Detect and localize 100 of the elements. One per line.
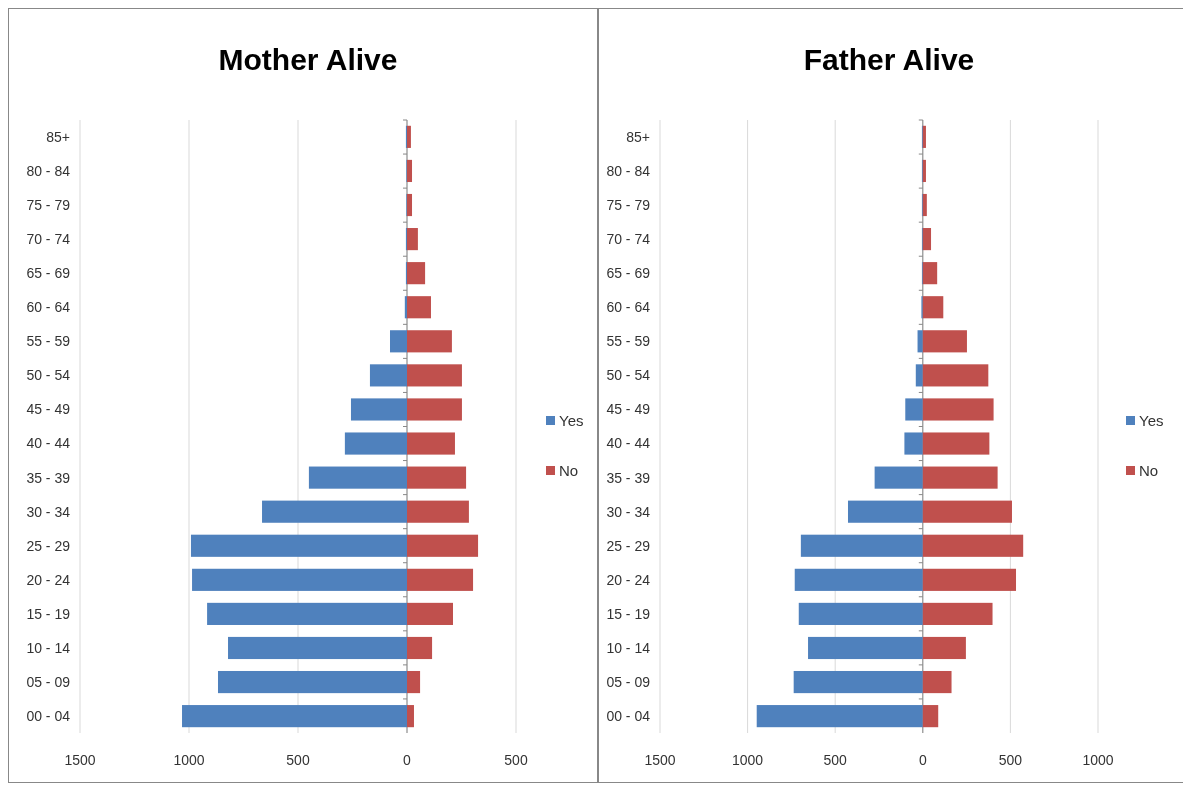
bar [808, 636, 923, 660]
bar [904, 432, 923, 455]
y-tick-label: 85+ [626, 128, 650, 145]
bar [407, 398, 462, 421]
y-tick-label: 20 - 24 [26, 571, 71, 588]
x-tick-label: 500 [504, 752, 528, 768]
bar [922, 670, 952, 694]
chart-title: Father Alive [803, 43, 975, 76]
y-tick-label: 45 - 49 [606, 401, 651, 418]
x-tick-label: 0 [403, 752, 412, 768]
bar [262, 500, 407, 523]
bar [756, 705, 923, 728]
x-tick-label: 1000 [1082, 752, 1114, 768]
bar [190, 534, 407, 557]
x-tick-label: 500 [823, 752, 848, 768]
y-tick-label: 05 - 09 [26, 673, 71, 690]
chart-title: Mother Alive [218, 43, 398, 76]
y-tick-label: 45 - 49 [26, 401, 71, 418]
bar [182, 705, 407, 728]
bar [407, 296, 431, 319]
bar [922, 398, 994, 421]
bar [407, 228, 418, 251]
x-tick-label: 1000 [173, 752, 205, 768]
bar [407, 670, 421, 694]
y-tick-label: 70 - 74 [606, 230, 651, 247]
y-tick-label: 30 - 34 [606, 503, 651, 520]
bar [915, 364, 923, 387]
y-tick-label: 65 - 69 [26, 265, 71, 282]
y-tick-label: 80 - 84 [26, 162, 71, 179]
y-tick-label: 40 - 44 [26, 435, 71, 452]
y-tick-label: 75 - 79 [606, 196, 651, 213]
y-tick-label: 15 - 19 [26, 605, 71, 622]
bar [922, 432, 990, 455]
bar [407, 568, 474, 591]
bar [407, 125, 411, 148]
y-tick-label: 35 - 39 [606, 469, 651, 486]
y-tick-label: 20 - 24 [606, 571, 651, 588]
bar [407, 330, 452, 353]
legend-label: No [559, 462, 579, 480]
y-tick-label: 50 - 54 [26, 367, 71, 384]
y-tick-label: 00 - 04 [26, 708, 71, 725]
bar [407, 466, 467, 489]
bar [917, 330, 923, 353]
bar [404, 296, 407, 319]
y-tick-label: 10 - 14 [26, 639, 71, 656]
bar [874, 466, 923, 489]
y-tick-label: 80 - 84 [606, 162, 651, 179]
bar [407, 500, 469, 523]
x-tick-label: 1500 [644, 752, 676, 768]
bar [217, 670, 407, 694]
y-tick-label: 75 - 79 [26, 196, 71, 213]
bar [793, 670, 923, 694]
bar [407, 364, 462, 387]
y-tick-label: 40 - 44 [606, 435, 651, 452]
y-tick-label: 50 - 54 [606, 367, 651, 384]
y-tick-label: 25 - 29 [26, 537, 71, 554]
bar [407, 262, 426, 285]
y-tick-label: 55 - 59 [26, 333, 71, 350]
y-tick-label: 05 - 09 [606, 673, 651, 690]
bar [350, 398, 407, 421]
bar [798, 602, 923, 625]
bar [407, 159, 413, 183]
bar [228, 636, 407, 660]
bar [922, 500, 1012, 523]
legend-label: Yes [1139, 412, 1164, 430]
y-tick-label: 00 - 04 [606, 708, 651, 725]
bar [308, 466, 407, 489]
bar [192, 568, 407, 591]
x-tick-label: 1500 [64, 752, 96, 768]
legend-label: No [1139, 462, 1159, 480]
legend-label: Yes [559, 412, 584, 430]
y-tick-label: 15 - 19 [606, 605, 651, 622]
bar [922, 364, 989, 387]
x-tick-label: 1000 [732, 752, 764, 768]
bar [207, 602, 407, 625]
bar [922, 228, 932, 251]
y-tick-label: 35 - 39 [26, 469, 71, 486]
y-tick-label: 30 - 34 [26, 503, 71, 520]
bar [407, 432, 455, 455]
bar [407, 705, 414, 728]
x-tick-label: 0 [918, 752, 927, 768]
x-tick-label: 500 [286, 752, 310, 768]
bar [905, 398, 923, 421]
bar [922, 296, 944, 319]
bar [800, 534, 923, 557]
bar [847, 500, 923, 523]
y-tick-label: 60 - 64 [606, 299, 651, 316]
bar [407, 534, 479, 557]
bar [922, 534, 1024, 557]
y-tick-label: 10 - 14 [606, 639, 651, 656]
y-tick-label: 70 - 74 [26, 230, 71, 247]
bar [344, 432, 407, 455]
bar [407, 602, 453, 625]
x-tick-label: 500 [998, 752, 1023, 768]
y-tick-label: 60 - 64 [26, 299, 71, 316]
y-tick-label: 85+ [46, 128, 70, 145]
bar [407, 193, 413, 217]
bar [922, 193, 927, 217]
bar [922, 262, 938, 285]
bar [407, 636, 433, 660]
